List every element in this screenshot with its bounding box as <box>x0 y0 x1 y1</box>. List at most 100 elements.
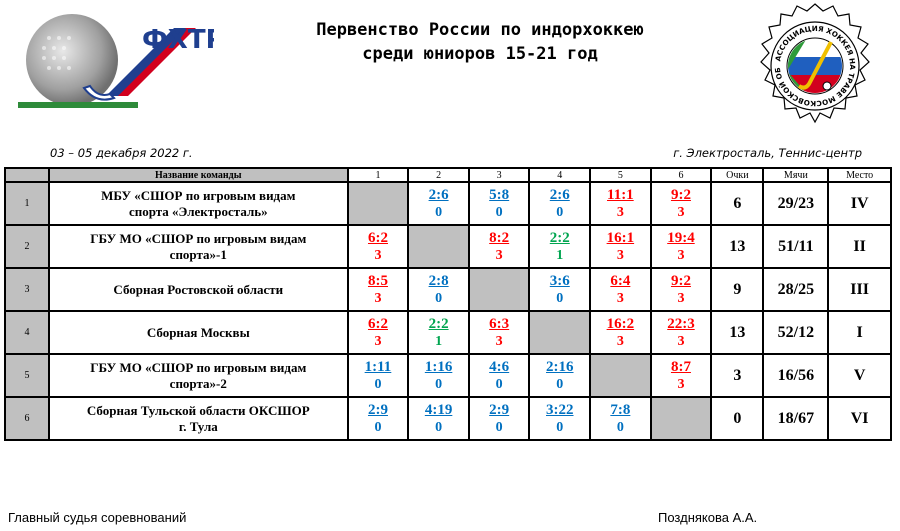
match-points: 3 <box>677 247 685 263</box>
team-name-line-1: Сборная Тульской области ОКСШОР <box>86 402 310 418</box>
row-number: 3 <box>5 268 49 311</box>
match-points: 0 <box>495 204 503 220</box>
match-score: 3:22 <box>546 401 574 418</box>
match-points: 3 <box>677 333 685 349</box>
goals-ratio: 28/25 <box>763 268 829 311</box>
table-row: 4 Сборная Москвы 6:2 3 2:2 1 6:3 3 16:2 3 22:3 3 13 5… <box>5 311 891 354</box>
ball-graphic <box>26 14 118 106</box>
final-place: II <box>828 225 891 268</box>
diagonal-cell <box>408 225 469 268</box>
total-points: 6 <box>711 182 764 225</box>
match-points: 3 <box>495 333 503 349</box>
goals-ratio: 29/23 <box>763 182 829 225</box>
match-result-cell: 6:2 3 <box>347 225 409 268</box>
match-result-cell: 2:2 1 <box>408 311 469 354</box>
row-number: 5 <box>5 354 49 397</box>
match-score: 2:8 <box>428 272 449 289</box>
match-result-cell: 9:2 3 <box>650 182 712 225</box>
match-score: 6:2 <box>367 229 388 246</box>
match-result-cell: 2:2 1 <box>529 225 591 268</box>
match-score: 2:9 <box>489 401 510 418</box>
title-line-2: среди юниоров 15-21 год <box>362 44 598 64</box>
match-result-cell: 19:4 3 <box>650 225 712 268</box>
row-number: 4 <box>5 311 49 354</box>
diagonal-cell <box>650 397 712 440</box>
match-points: 0 <box>374 419 382 435</box>
match-result-cell: 1:11 0 <box>347 354 409 397</box>
page-title: Первенство России по индорхоккею среди ю… <box>230 18 730 66</box>
match-result-cell: 8:7 3 <box>650 354 712 397</box>
match-result-cell: 2:6 0 <box>529 182 591 225</box>
header-points: Очки <box>711 168 764 182</box>
match-result-cell: 2:8 0 <box>408 268 469 311</box>
match-score: 6:4 <box>610 272 631 289</box>
match-points: 1 <box>556 247 564 263</box>
match-points: 0 <box>616 419 624 435</box>
diagonal-cell <box>590 354 651 397</box>
team-name-line-2: спорта «Электросталь» <box>128 203 268 219</box>
match-result-cell: 8:5 3 <box>347 268 409 311</box>
match-points: 0 <box>556 290 564 306</box>
header-place: Место <box>828 168 891 182</box>
match-result-cell: 7:8 0 <box>590 397 651 440</box>
match-score: 11:1 <box>607 186 634 203</box>
match-result-cell: 8:2 3 <box>468 225 530 268</box>
final-place: III <box>828 268 891 311</box>
match-result-cell: 4:6 0 <box>468 354 530 397</box>
match-score: 3:6 <box>549 272 570 289</box>
match-result-cell: 3:22 0 <box>529 397 591 440</box>
match-result-cell: 11:1 3 <box>590 182 651 225</box>
header-col-6: 6 <box>650 168 712 182</box>
total-points: 0 <box>711 397 764 440</box>
final-place: IV <box>828 182 891 225</box>
match-result-cell: 2:6 0 <box>408 182 469 225</box>
team-name-line-2: спорта»-2 <box>169 375 227 391</box>
match-score: 8:2 <box>489 229 510 246</box>
match-points: 0 <box>435 419 443 435</box>
header-balls: Мячи <box>763 168 829 182</box>
header-col-3: 3 <box>468 168 530 182</box>
team-name: Сборная Тульской области ОКСШОР г. Тула <box>48 397 348 440</box>
match-result-cell: 2:9 0 <box>347 397 409 440</box>
match-score: 1:11 <box>364 358 392 375</box>
chief-judge-label: Главный судья соревнований <box>8 510 187 525</box>
header-col-2: 2 <box>408 168 469 182</box>
match-points: 3 <box>374 333 382 349</box>
table-row: 5 ГБУ МО «СШОР по игровым видам спорта»-2 1… <box>5 354 891 397</box>
team-name: Сборная Ростовской области <box>48 268 348 311</box>
match-score: 2:9 <box>367 401 388 418</box>
results-table: Название команды 1 2 3 4 5 6 Очки Мячи М… <box>4 167 892 441</box>
match-score: 9:2 <box>670 186 691 203</box>
final-place: VI <box>828 397 891 440</box>
match-points: 3 <box>677 376 685 392</box>
association-logo: АССОЦИАЦИЯ ХОККЕЯ НА ТРАВЕ МОСКОВСКОЙ ОБ… <box>740 2 870 124</box>
match-points: 3 <box>495 247 503 263</box>
match-score: 2:2 <box>549 229 570 246</box>
match-score: 4:6 <box>489 358 510 375</box>
table-header-row: Название команды 1 2 3 4 5 6 Очки Мячи М… <box>5 168 891 182</box>
match-score: 19:4 <box>667 229 695 246</box>
match-score: 1:16 <box>424 358 453 375</box>
team-name: МБУ «СШОР по игровым видам спорта «Электр… <box>48 182 348 225</box>
header-col-5: 5 <box>590 168 651 182</box>
team-name: Сборная Москвы <box>48 311 348 354</box>
match-points: 3 <box>374 247 382 263</box>
diagonal-cell <box>468 268 530 311</box>
match-result-cell: 2:9 0 <box>468 397 530 440</box>
row-number: 2 <box>5 225 49 268</box>
match-result-cell: 16:1 3 <box>590 225 651 268</box>
match-score: 6:3 <box>489 315 510 332</box>
total-points: 9 <box>711 268 764 311</box>
match-result-cell: 1:16 0 <box>408 354 469 397</box>
team-name-line-2: спорта»-1 <box>169 246 227 262</box>
header-num-cell <box>5 168 49 182</box>
diagonal-cell <box>347 182 409 225</box>
match-result-cell: 22:3 3 <box>650 311 712 354</box>
match-points: 3 <box>616 290 624 306</box>
match-points: 0 <box>556 419 564 435</box>
team-name-line-1: ГБУ МО «СШОР по игровым видам <box>90 230 307 246</box>
match-score: 5:8 <box>489 186 510 203</box>
chief-judge-name: Позднякова А.А. <box>658 510 758 525</box>
team-name-line-1: Сборная Москвы <box>146 324 250 340</box>
table-row: 2 ГБУ МО «СШОР по игровым видам спорта»-1 6… <box>5 225 891 268</box>
